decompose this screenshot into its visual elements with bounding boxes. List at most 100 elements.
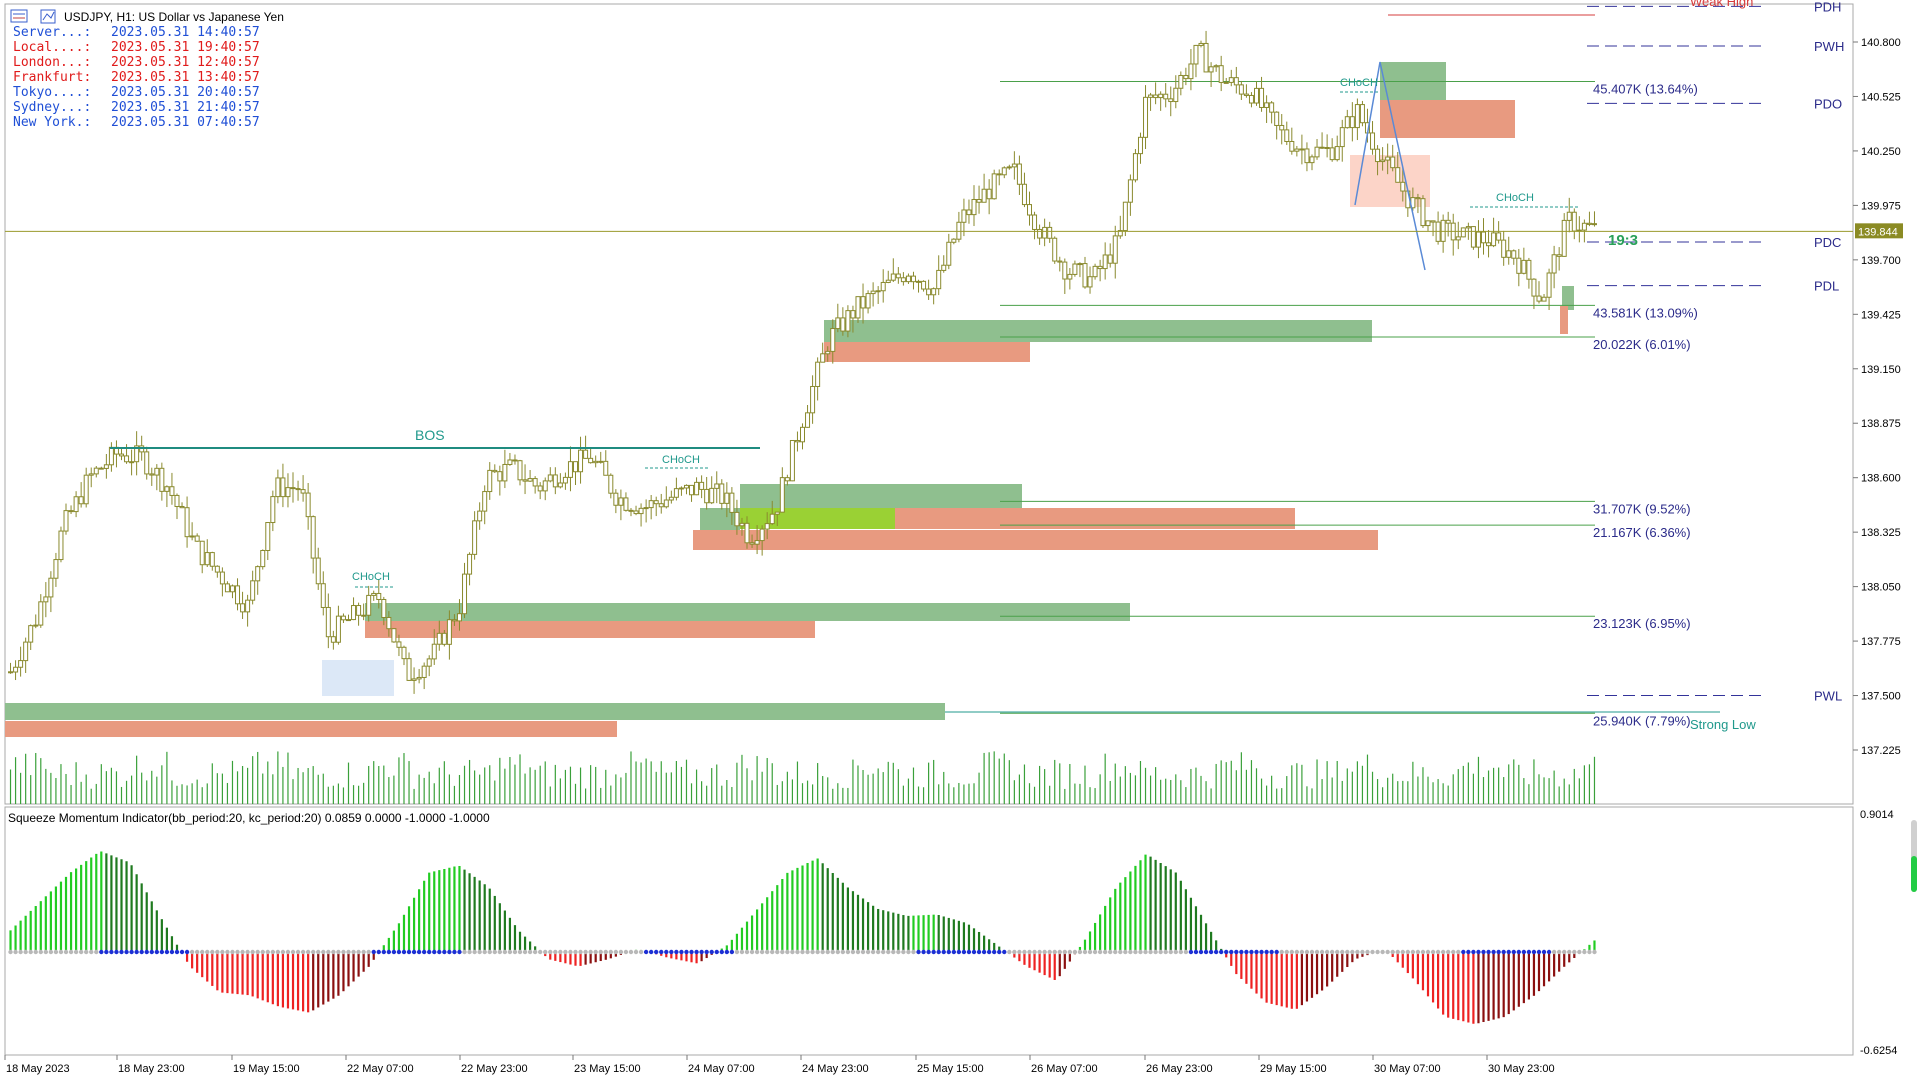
candle [1561, 213, 1567, 257]
volume-profile-label: 23.123K (6.95%) [1593, 616, 1691, 631]
candle [1284, 121, 1290, 146]
squeeze-dot [189, 949, 195, 955]
squeeze-dot [321, 949, 326, 955]
squeeze-dot [432, 949, 437, 955]
candle [1067, 268, 1073, 290]
candle-body [436, 632, 442, 645]
candle [1143, 85, 1149, 150]
candle-body [33, 624, 39, 627]
squeeze-dot [1466, 949, 1471, 955]
candle [840, 307, 846, 336]
squeeze-dot [164, 949, 170, 955]
squeeze-dot [1451, 949, 1456, 955]
candle [1294, 145, 1300, 157]
candle-body [179, 505, 185, 509]
session-label: Frankfurt: [13, 70, 91, 85]
candle-body [1415, 197, 1421, 200]
candle [875, 286, 881, 304]
candle [921, 280, 927, 292]
level-label-pdo: PDO [1814, 96, 1842, 111]
squeeze-dot [714, 949, 719, 955]
candle [1521, 247, 1527, 275]
candle [1496, 221, 1502, 244]
candle [971, 185, 977, 227]
candle [1455, 221, 1461, 250]
choch-label-2: CHoCH [662, 454, 700, 466]
candle [986, 179, 992, 215]
squeeze-dot [1360, 949, 1365, 955]
candle-body [1137, 136, 1143, 155]
candle-body [1289, 140, 1295, 152]
candle-body [759, 528, 765, 542]
time-tick-label: 22 May 23:00 [461, 1063, 528, 1075]
candle [1213, 64, 1219, 72]
candle-body [835, 317, 841, 330]
candle [1132, 148, 1138, 183]
squeeze-dot [1572, 949, 1577, 955]
squeeze-dot [346, 949, 351, 955]
squeeze-dot [78, 949, 84, 955]
price-tick-label: 137.225 [1861, 745, 1901, 757]
weak-high-label: Weak High [1690, 0, 1753, 9]
candle [779, 467, 785, 513]
candle-body [411, 678, 417, 681]
candle-body [1153, 94, 1159, 99]
candle-body [870, 290, 876, 295]
candle [1102, 242, 1108, 280]
candle-body [794, 439, 800, 443]
squeeze-dot [63, 949, 69, 955]
squeeze-dot [210, 949, 215, 955]
main-chart-frame [4, 3, 1854, 805]
candle [865, 290, 871, 314]
candle [1092, 263, 1098, 280]
candle [789, 439, 795, 482]
squeeze-dot [1415, 949, 1421, 955]
session-time: 2023.05.31 07:40:57 [111, 115, 260, 130]
indicator-scrollbar-thumb[interactable] [1911, 856, 1917, 892]
squeeze-dot [447, 949, 452, 955]
candle-body [340, 615, 346, 621]
candle-body [1158, 93, 1164, 99]
candle [542, 477, 548, 501]
squeeze-dot [194, 949, 200, 955]
candle-body [1329, 147, 1335, 161]
candle-body [391, 628, 397, 643]
squeeze-dot [1208, 949, 1214, 955]
squeeze-dot [583, 949, 588, 955]
chart-menu-icon[interactable] [10, 9, 28, 23]
candle [154, 464, 160, 491]
candle [1319, 132, 1325, 149]
candle [1430, 220, 1436, 237]
squeeze-dot [1193, 949, 1199, 955]
candle-body [951, 238, 957, 243]
candle [1052, 236, 1058, 264]
candle-body [154, 467, 160, 476]
candle-body [1062, 261, 1068, 280]
candle [320, 571, 326, 616]
chart-type-icon[interactable] [40, 9, 56, 24]
squeeze-dot [18, 949, 23, 955]
squeeze-dot [886, 949, 891, 955]
zone-box [740, 508, 895, 529]
choch-label-1: CHoCH [352, 571, 390, 583]
candle-body [255, 566, 261, 582]
candle [1536, 281, 1542, 304]
candle [885, 270, 891, 284]
candle [951, 238, 957, 245]
candle-body [971, 198, 977, 216]
candle [1395, 152, 1401, 183]
squeeze-dot [825, 949, 830, 955]
candle [305, 483, 311, 530]
candle [78, 482, 84, 508]
candle [532, 476, 538, 494]
candle [976, 185, 982, 214]
squeeze-dot [1012, 949, 1017, 955]
squeeze-dot [457, 949, 462, 955]
candle-body [1460, 227, 1466, 238]
candle [396, 634, 402, 657]
level-label-pdl: PDL [1814, 279, 1839, 294]
squeeze-dot [1526, 949, 1532, 955]
candle-body [956, 221, 962, 240]
volume-profile-label: 45.407K (13.64%) [1593, 82, 1698, 97]
